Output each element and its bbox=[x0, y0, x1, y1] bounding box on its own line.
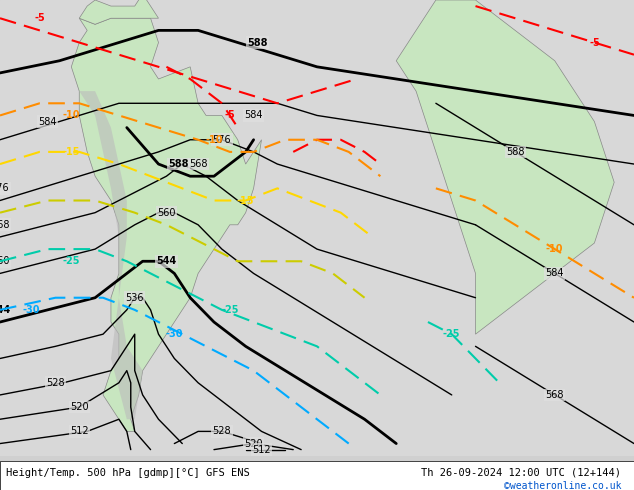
Text: 560: 560 bbox=[157, 208, 176, 218]
Text: 560: 560 bbox=[0, 256, 10, 266]
Text: 544: 544 bbox=[157, 256, 176, 266]
Text: -10: -10 bbox=[63, 110, 80, 121]
Text: Th 26-09-2024 12:00 UTC (12+144): Th 26-09-2024 12:00 UTC (12+144) bbox=[422, 468, 621, 478]
Text: 588: 588 bbox=[247, 38, 268, 48]
Polygon shape bbox=[71, 18, 261, 431]
Text: -30: -30 bbox=[165, 329, 183, 339]
Text: -30: -30 bbox=[23, 305, 41, 315]
Text: 536: 536 bbox=[126, 293, 144, 303]
Text: ©weatheronline.co.uk: ©weatheronline.co.uk bbox=[504, 481, 621, 490]
Text: -10: -10 bbox=[205, 135, 223, 145]
Polygon shape bbox=[79, 0, 158, 24]
Text: 568: 568 bbox=[0, 220, 10, 230]
Text: -15: -15 bbox=[63, 147, 80, 157]
Text: 576: 576 bbox=[212, 135, 231, 145]
Text: -25: -25 bbox=[443, 329, 460, 339]
Text: 512: 512 bbox=[70, 426, 89, 437]
Text: 520: 520 bbox=[244, 439, 263, 448]
Text: 584: 584 bbox=[38, 117, 57, 126]
Text: 512: 512 bbox=[252, 444, 271, 455]
Text: 584: 584 bbox=[545, 269, 564, 278]
Text: 588: 588 bbox=[506, 147, 524, 157]
Text: 528: 528 bbox=[46, 378, 65, 388]
Polygon shape bbox=[396, 0, 614, 334]
Text: 588: 588 bbox=[168, 159, 188, 169]
Text: 528: 528 bbox=[212, 426, 231, 437]
Text: Height/Temp. 500 hPa [gdmp][°C] GFS ENS: Height/Temp. 500 hPa [gdmp][°C] GFS ENS bbox=[6, 468, 250, 478]
Text: -15: -15 bbox=[237, 196, 254, 205]
Text: 576: 576 bbox=[0, 183, 10, 194]
Text: -5: -5 bbox=[589, 38, 600, 48]
Text: 568: 568 bbox=[545, 390, 564, 400]
Text: -25: -25 bbox=[63, 256, 80, 266]
Text: 520: 520 bbox=[70, 402, 89, 412]
Text: -10: -10 bbox=[546, 244, 564, 254]
Text: 584: 584 bbox=[244, 110, 263, 121]
Text: 568: 568 bbox=[189, 159, 207, 169]
Text: -5: -5 bbox=[224, 110, 235, 121]
Text: -25: -25 bbox=[221, 305, 238, 315]
Text: -5: -5 bbox=[34, 13, 45, 23]
Text: 544: 544 bbox=[0, 305, 10, 315]
Polygon shape bbox=[79, 91, 143, 419]
